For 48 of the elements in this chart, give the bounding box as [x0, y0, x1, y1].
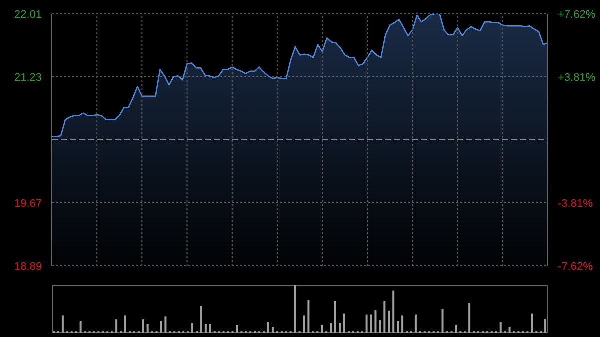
y-tick-label: 21.23: [14, 72, 42, 84]
bar: [468, 303, 471, 333]
bar: [209, 324, 212, 333]
bar: [397, 321, 400, 333]
y-tick-label: 19.67: [14, 198, 42, 210]
bar: [272, 327, 274, 333]
bar: [388, 310, 390, 333]
bar: [402, 316, 404, 333]
bar: [544, 320, 547, 333]
bar: [334, 301, 337, 333]
bar: [124, 316, 126, 333]
y2-tick-label: +3.81%: [558, 72, 596, 84]
bar: [414, 314, 417, 333]
y-tick-label: 22.01: [14, 9, 42, 21]
bar: [392, 290, 395, 333]
bar: [321, 325, 324, 333]
bar: [343, 314, 346, 333]
bar: [236, 325, 238, 333]
bar: [294, 285, 296, 333]
bar: [500, 322, 502, 333]
bar: [200, 306, 202, 333]
bar: [62, 316, 64, 333]
y-tick-label: 18.89: [14, 261, 42, 273]
bar: [330, 323, 332, 333]
bar: [142, 320, 144, 333]
bar: [442, 309, 444, 333]
bar: [379, 320, 382, 333]
y2-tick-label: -7.62%: [558, 261, 594, 273]
bar: [370, 314, 372, 333]
bar: [455, 325, 458, 333]
bar: [308, 300, 310, 333]
bar: [160, 321, 162, 333]
bar: [146, 324, 149, 333]
bar: [374, 310, 377, 333]
y2-tick-label: +7.62%: [558, 9, 596, 21]
bar: [80, 321, 82, 333]
y2-tick-label: -3.81%: [558, 198, 594, 210]
bar: [303, 316, 306, 333]
bar: [267, 322, 270, 333]
bar: [116, 320, 118, 333]
bar: [384, 301, 386, 333]
bar: [338, 323, 341, 333]
bar: [192, 323, 194, 333]
bar: [164, 316, 167, 333]
bar: [508, 327, 511, 333]
bar: [531, 314, 534, 333]
bar: [366, 314, 368, 333]
bar: [204, 324, 207, 333]
